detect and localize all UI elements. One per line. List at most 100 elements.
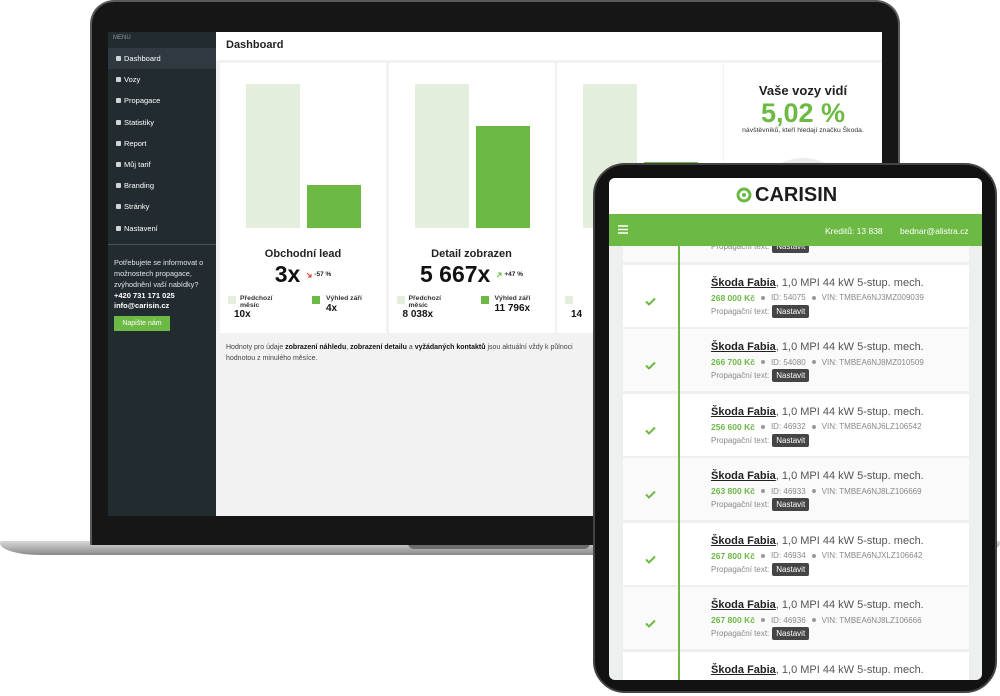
menu-icon bbox=[116, 204, 121, 210]
sidebar: MENU Potřebujete se informovat o možnost… bbox=[108, 32, 216, 516]
menu-text: Statistiky bbox=[124, 117, 155, 127]
menu-text: Branding bbox=[124, 181, 155, 191]
car-title[interactable]: Škoda Fabia bbox=[711, 663, 776, 676]
car-meta: 263 800 Kč ID: 46933 VIN: TMBEA6NJ8LZ10666… bbox=[711, 486, 922, 496]
car-title-line: Škoda Fabia, 1,0 MPI 44 kW 5-stup. mech. bbox=[711, 406, 924, 418]
promo-button[interactable]: Nastavit bbox=[772, 562, 810, 576]
promo-label: Propagační text: bbox=[711, 564, 770, 574]
car-title-line: Škoda Fabia, 1,0 MPI 44 kW 5-stup. mech. bbox=[711, 277, 924, 289]
menu-icon bbox=[116, 162, 121, 167]
menu-item[interactable]: Report bbox=[108, 133, 216, 154]
car-title[interactable]: Škoda Fabia bbox=[711, 599, 776, 611]
sidebar-text: Potřebujete se informovat o možnostech p… bbox=[114, 258, 204, 289]
menu-item[interactable]: Můj tarif bbox=[108, 154, 216, 175]
car-id: ID: 46932 bbox=[770, 422, 806, 431]
stat-panel: Detail zobrazen 5 667x +47 % Předchozí měsí… bbox=[388, 63, 555, 333]
logo: CARISIN bbox=[755, 184, 838, 206]
check-icon bbox=[645, 486, 656, 499]
car-vin: VIN: TMBEA6NJ8LZ106666 bbox=[821, 615, 922, 625]
stat-value-row: 3x -57 % bbox=[220, 261, 386, 288]
stat-value: 5 667x bbox=[420, 261, 491, 287]
car-price: 266 700 Kč bbox=[711, 357, 755, 367]
bar-previous bbox=[414, 84, 469, 228]
user-email[interactable]: bednar@alistra.cz bbox=[900, 226, 969, 236]
check-icon bbox=[645, 615, 656, 628]
car-meta: 267 800 Kč ID: 46934 VIN: TMBEA6NJXLZ10664… bbox=[711, 551, 922, 561]
car-row: Propagační text: Nastavit bbox=[623, 246, 969, 262]
dot bbox=[811, 424, 816, 429]
car-title[interactable]: Škoda Fabia bbox=[711, 276, 776, 289]
car-title[interactable]: Škoda Fabia bbox=[711, 405, 776, 418]
car-meta: 267 800 Kč ID: 46936 VIN: TMBEA6NJ8LZ10666… bbox=[711, 615, 922, 625]
legend-swatch bbox=[228, 296, 236, 304]
timeline bbox=[678, 246, 680, 680]
trend: -57 % bbox=[306, 271, 331, 278]
car-row: Škoda Fabia, 1,0 MPI 44 kW 5-stup. mech.… bbox=[623, 458, 969, 520]
car-meta: 256 600 Kč ID: 46932 VIN: TMBEA6NJ6LZ10654… bbox=[711, 422, 922, 432]
promo-button[interactable]: Nastavit bbox=[772, 246, 810, 253]
bar-forecast bbox=[307, 185, 361, 228]
car-vin: VIN: TMBEA6NJ8LZ106669 bbox=[821, 486, 922, 496]
menu-item[interactable]: Nastavení bbox=[108, 218, 216, 239]
car-spec: , 1,0 MPI 44 kW 5-stup. mech. bbox=[775, 599, 924, 611]
dot bbox=[760, 295, 765, 300]
promo-button[interactable]: Nastavit bbox=[772, 369, 810, 382]
menu-text: Vozy bbox=[124, 75, 141, 85]
promo-button[interactable]: Nastavit bbox=[772, 304, 810, 318]
tablet-header bbox=[609, 178, 982, 214]
promo-button[interactable]: Nastavit bbox=[772, 433, 810, 447]
trend-arrow bbox=[496, 272, 502, 278]
dot bbox=[760, 489, 765, 493]
menu-text: Dashboard bbox=[124, 54, 161, 63]
promo-label: Propagační text: bbox=[711, 435, 770, 445]
legend-value: 8 038x bbox=[402, 309, 434, 320]
legend-value: 14 bbox=[571, 309, 583, 320]
menu-item[interactable]: Stránky bbox=[108, 196, 216, 217]
car-title-line: Škoda Fabia, 1,0 MPI 44 kW 5-stup. mech. bbox=[711, 599, 924, 611]
menu-text: Nastavení bbox=[124, 223, 158, 233]
car-vin: VIN: TMBEA6NJ3MZ009039 bbox=[821, 293, 924, 302]
legend-label: Předchozí měsíc bbox=[408, 295, 441, 309]
menu-item[interactable]: Propagace bbox=[108, 90, 216, 111]
menu-item[interactable]: Branding bbox=[108, 175, 216, 196]
footnote-line: Hodnoty pro údaje zobrazení náhledu, zob… bbox=[226, 342, 876, 353]
menu-item[interactable]: Statistiky bbox=[108, 112, 216, 133]
car-title[interactable]: Škoda Fabia bbox=[711, 341, 776, 353]
share-value: 5,02 % bbox=[760, 98, 846, 128]
promo-line: Propagační text: Nastavit bbox=[711, 369, 810, 382]
dot bbox=[811, 553, 816, 558]
footnote-part: vyžádaných kontaktů bbox=[414, 344, 486, 351]
car-title[interactable]: Škoda Fabia bbox=[711, 534, 776, 547]
menu-icon bbox=[116, 77, 121, 83]
legend-label: Výhled září bbox=[326, 295, 362, 302]
menu-icon[interactable] bbox=[618, 225, 628, 234]
legend-swatch bbox=[565, 296, 573, 304]
footnote-part: a bbox=[406, 344, 415, 351]
legend-swatch bbox=[312, 296, 320, 304]
menu-text: Stránky bbox=[124, 202, 150, 212]
footnote-line: hodnotou z minulého měsíce. bbox=[226, 355, 318, 362]
car-title[interactable]: Škoda Fabia bbox=[711, 470, 776, 482]
promo-button[interactable]: Nastavit bbox=[772, 627, 810, 640]
promo-label: Propagační text: bbox=[711, 371, 770, 380]
car-row: Škoda Fabia, 1,0 MPI 44 kW 5-stup. mech.… bbox=[623, 393, 969, 456]
credits: Kreditů: 13 838 bbox=[825, 226, 883, 236]
legend-value: 11 796x bbox=[494, 303, 531, 314]
stat-value-row: 5 667x +47 % bbox=[389, 261, 555, 288]
contact-button[interactable]: Napište nám bbox=[114, 316, 170, 331]
promo-button[interactable]: Nastavit bbox=[772, 498, 810, 511]
dot bbox=[760, 424, 765, 429]
menu-icon bbox=[116, 225, 121, 231]
dot bbox=[811, 295, 816, 300]
menu-item[interactable]: Dashboard bbox=[108, 48, 216, 69]
menu-icon bbox=[116, 140, 121, 146]
car-row: Škoda Fabia, 1,0 MPI 44 kW 5-stup. mech. bbox=[623, 651, 969, 680]
menu-icon bbox=[116, 119, 121, 125]
email: info@carisin.cz bbox=[114, 301, 170, 310]
promo-label: Propagační text: bbox=[711, 246, 770, 251]
car-spec: , 1,0 MPI 44 kW 5-stup. mech. bbox=[775, 663, 924, 676]
car-price: 268 000 Kč bbox=[711, 292, 755, 303]
car-spec: , 1,0 MPI 44 kW 5-stup. mech. bbox=[775, 470, 924, 482]
footnote-part: jsou aktuální vždy k půlnoci bbox=[485, 344, 573, 351]
menu-item[interactable]: Vozy bbox=[108, 69, 216, 90]
